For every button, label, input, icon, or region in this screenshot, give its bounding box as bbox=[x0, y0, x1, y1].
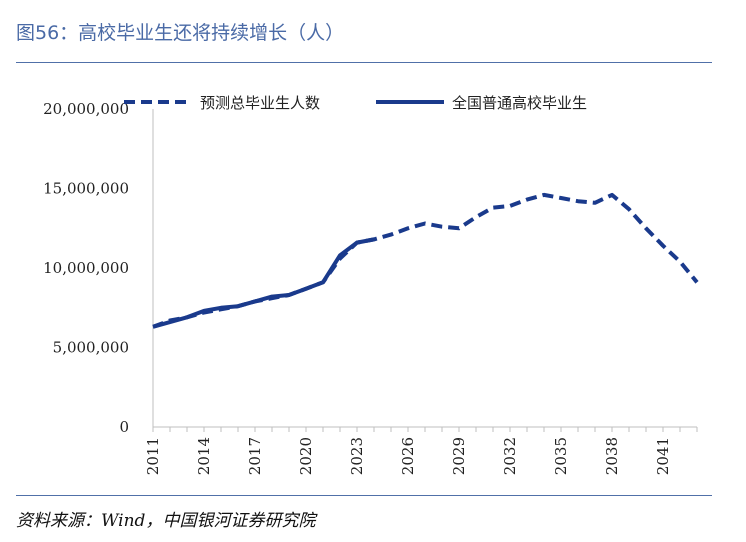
series-line-actual bbox=[152, 237, 375, 329]
x-tick-label: 2032 bbox=[501, 437, 519, 475]
x-tick-label: 2035 bbox=[552, 437, 570, 475]
x-tick-label: 2014 bbox=[195, 437, 213, 475]
x-tick-label: 2020 bbox=[297, 437, 315, 475]
chart-lines bbox=[152, 192, 699, 329]
x-tick-label: 2011 bbox=[144, 437, 162, 475]
x-tick-label: 2023 bbox=[348, 437, 366, 475]
y-tick-label: 20,000,000 bbox=[43, 100, 129, 118]
y-tick-label: 15,000,000 bbox=[43, 180, 129, 198]
y-tick-label: 0 bbox=[119, 418, 129, 436]
source-divider bbox=[16, 495, 712, 497]
y-tick-label: 10,000,000 bbox=[43, 259, 129, 277]
x-tick-label: 2041 bbox=[654, 437, 672, 475]
chart-legend: 预测总毕业生人数 全国普通高校毕业生 bbox=[124, 94, 587, 112]
chart-axes: 0 5,000,000 10,000,000 15,000,000 20,000,000… bbox=[43, 100, 698, 475]
x-tick-label: 2029 bbox=[450, 437, 468, 475]
x-tick-label: 2017 bbox=[246, 437, 264, 475]
source-note: 资料来源：Wind，中国银河证券研究院 bbox=[16, 511, 316, 531]
chart-title: 图56：高校毕业生还将持续增长（人） bbox=[16, 22, 345, 44]
line-chart: 0 5,000,000 10,000,000 15,000,000 20,000,000… bbox=[43, 94, 699, 475]
legend-label-actual: 全国普通高校毕业生 bbox=[452, 94, 587, 112]
legend-label-forecast: 预测总毕业生人数 bbox=[200, 94, 320, 112]
x-tick-label: 2038 bbox=[603, 437, 621, 475]
title-divider bbox=[16, 62, 712, 64]
y-tick-label: 5,000,000 bbox=[53, 339, 129, 357]
x-tick-label: 2026 bbox=[399, 437, 417, 475]
